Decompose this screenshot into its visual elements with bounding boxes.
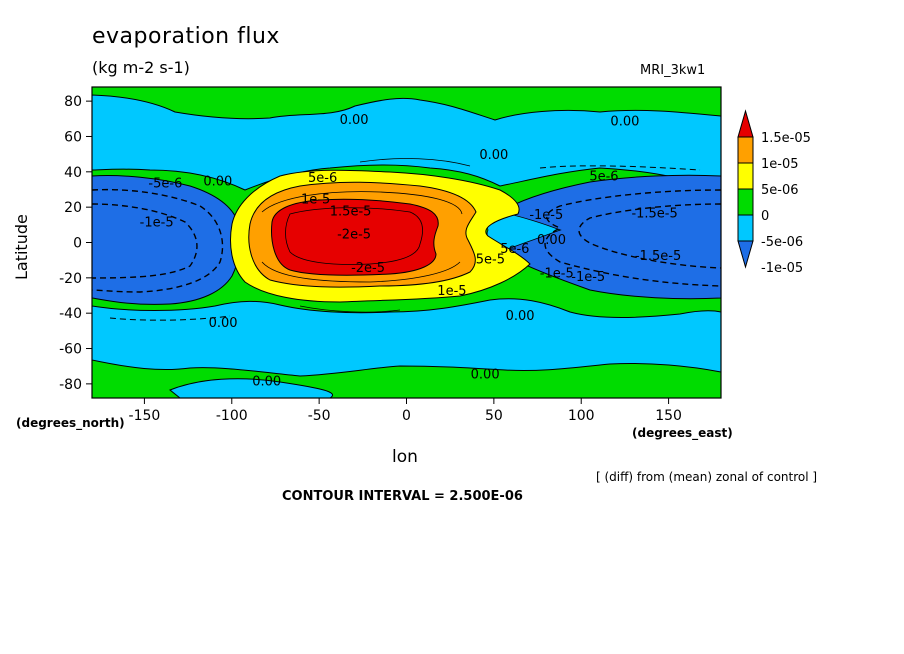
contour-thin-core-1 bbox=[285, 207, 423, 265]
colorbar-swatch-3 bbox=[737, 188, 754, 216]
x-tick-label-0: -150 bbox=[129, 408, 161, 424]
contour-label-14: -2e-5 bbox=[337, 228, 371, 243]
colorbar-label-0: 1.5e-05 bbox=[761, 131, 811, 146]
contour-label-16: 1e-5 bbox=[437, 284, 466, 299]
contour-dashed-north bbox=[539, 165, 701, 171]
model-label: MRI_3kw1 bbox=[640, 63, 706, 78]
colorbar-swatch-1 bbox=[737, 136, 754, 164]
contour-label-11: -5e-6 bbox=[148, 176, 182, 191]
contour-label-18: -1e-5 bbox=[529, 208, 563, 223]
x-tick-label-2: -50 bbox=[308, 408, 331, 424]
contour-dashed-west-1 bbox=[92, 188, 224, 293]
contour-lines bbox=[92, 158, 721, 321]
contour-label-4: 0.00 bbox=[537, 233, 566, 248]
contour-label-1: 0.00 bbox=[610, 115, 639, 130]
contour-thin-core-2 bbox=[261, 191, 463, 215]
contour-label-23: 5e-6 bbox=[500, 242, 529, 257]
contour-interval: CONTOUR INTERVAL = 2.500E-06 bbox=[282, 489, 523, 504]
colorbar-label-1: 1e-05 bbox=[761, 157, 799, 172]
x-tick-label-3: 0 bbox=[402, 408, 411, 424]
colorbar-label-5: -1e-05 bbox=[761, 261, 803, 276]
contour-label-9: 5e-6 bbox=[308, 171, 337, 186]
chart-title: evaporation flux bbox=[92, 24, 280, 49]
contour-label-8: 0.00 bbox=[471, 367, 500, 382]
contour-label-7: 0.00 bbox=[252, 374, 281, 389]
contour-label-21: 5e-5 bbox=[476, 252, 505, 267]
contour-dashed-west-2 bbox=[92, 203, 198, 279]
colorbar: 1.5e-05 1e-05 5e-06 0 -5e-06 -1e-05 bbox=[737, 109, 811, 276]
x-tick-label-6: 150 bbox=[655, 408, 682, 424]
y-tick-label-5: 20 bbox=[64, 200, 82, 216]
x-tick-label-5: 100 bbox=[568, 408, 595, 424]
colorbar-label-2: 5e-06 bbox=[761, 183, 799, 198]
contour-label-13: 1.5e-5 bbox=[330, 205, 372, 220]
x-axis-label: lon bbox=[392, 447, 418, 467]
y-unit-note: (degrees_north) bbox=[16, 416, 125, 430]
y-axis-ticks: -80 -60 -40 -20 0 20 40 60 80 bbox=[59, 94, 92, 393]
contour-label-12: 1e-5 bbox=[301, 192, 330, 207]
contour-label-6: 0.00 bbox=[506, 309, 535, 324]
colorbar-label-4: -5e-06 bbox=[761, 235, 803, 250]
contour-thin-ne bbox=[359, 158, 471, 167]
y-tick-label-4: 0 bbox=[73, 236, 82, 252]
region-cyan-south bbox=[92, 298, 721, 377]
contour-label-19: -1.5e-5 bbox=[631, 206, 677, 221]
x-tick-label-1: -100 bbox=[216, 408, 248, 424]
x-tick-label-4: 50 bbox=[485, 408, 503, 424]
contour-label-5: 0.00 bbox=[209, 316, 238, 331]
contour-label-0: 0.00 bbox=[340, 113, 369, 128]
contour-label-22: -1e-5 bbox=[540, 267, 574, 282]
y-tick-label-7: 60 bbox=[64, 129, 82, 145]
y-tick-label-1: -60 bbox=[59, 342, 82, 358]
contour-labels: 0.00 0.00 0.00 0.00 0.00 0.00 0.00 0.00 0.00 5e-6… bbox=[140, 113, 682, 390]
contour-dashed-south bbox=[109, 315, 231, 321]
contour-thin-sw bbox=[299, 305, 401, 313]
contour-label-10: 5e-6 bbox=[589, 169, 618, 184]
contour-label-2: 0.00 bbox=[479, 148, 508, 163]
contour-label-3: 0.00 bbox=[203, 175, 232, 190]
y-tick-label-6: 40 bbox=[64, 165, 82, 181]
y-tick-label-3: -20 bbox=[59, 271, 82, 287]
chart-units: (kg m-2 s-1) bbox=[92, 58, 190, 77]
contour-label-24: -1e-5 bbox=[571, 270, 605, 285]
region-cyan-southpole bbox=[169, 378, 333, 398]
x-axis-ticks: -150 -100 -50 0 50 100 150 bbox=[129, 398, 682, 424]
colorbar-swatch-2 bbox=[737, 162, 754, 190]
difference-note: [ (diff) from (mean) zonal of control ] bbox=[596, 470, 818, 484]
colorbar-swatch-4 bbox=[737, 214, 754, 242]
region-red bbox=[271, 198, 439, 276]
colorbar-label-3: 0 bbox=[761, 209, 769, 224]
y-tick-label-8: 80 bbox=[64, 94, 82, 110]
contour-thin-core-3 bbox=[261, 261, 461, 283]
contour-label-17: -1e-5 bbox=[140, 215, 174, 230]
y-tick-label-0: -80 bbox=[59, 377, 82, 393]
contour-dashed-east-2 bbox=[578, 203, 721, 269]
contour-label-20: -1.5e-5 bbox=[635, 249, 681, 264]
y-tick-label-2: -40 bbox=[59, 306, 82, 322]
colorbar-arrow-top bbox=[737, 109, 754, 138]
contour-label-15: -2e-5 bbox=[351, 261, 385, 276]
contour-dashed-east-1 bbox=[544, 189, 721, 287]
colorbar-arrow-bottom bbox=[737, 240, 754, 269]
contour-fills bbox=[92, 87, 721, 398]
x-unit-note: (degrees_east) bbox=[632, 426, 733, 440]
